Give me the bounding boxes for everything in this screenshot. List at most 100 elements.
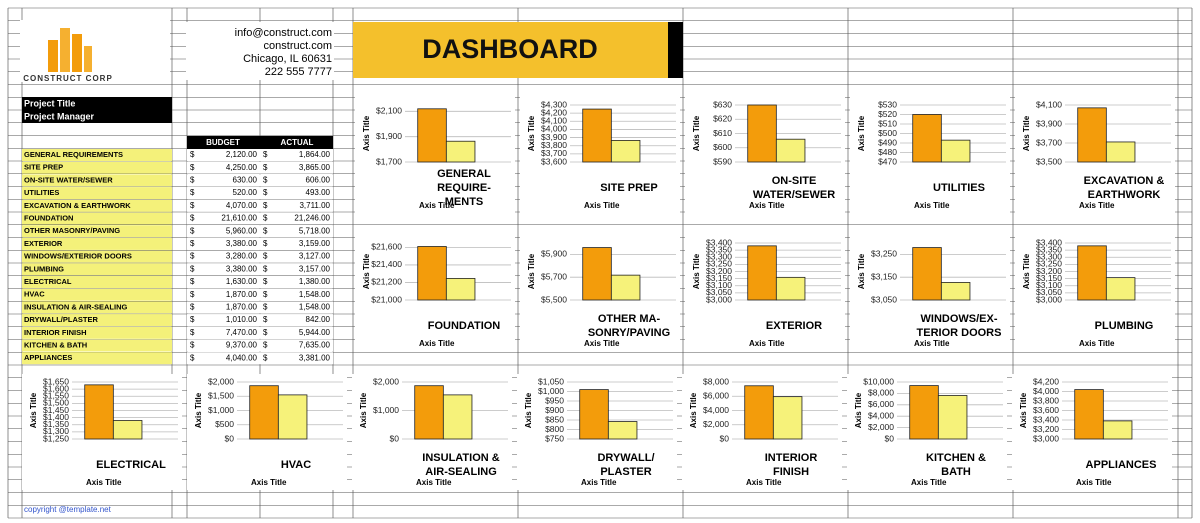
x-axis-title: Axis Title	[581, 478, 617, 487]
y-tick-label: $21,400	[371, 259, 402, 269]
y-tick-label: $3,900	[1036, 118, 1062, 128]
chart: $3,050 $3,150 $3,250 Axis Title WINDOWS/EX- T…	[850, 235, 1010, 351]
bar	[610, 140, 641, 163]
bar	[445, 278, 476, 301]
y-tick-label: $4,000	[703, 405, 729, 415]
y-tick-label: $2,000	[868, 422, 894, 432]
chart: $1,700 $1,900 $2,100 Axis Title GENERAL REQUI…	[355, 97, 515, 213]
bar	[775, 276, 806, 301]
chart-title: FOUNDATION	[428, 320, 501, 332]
y-tick-label: $0	[720, 433, 730, 443]
currency: $	[190, 163, 195, 172]
contact-bg	[186, 22, 334, 80]
bar	[912, 114, 942, 163]
chart-title: TERIOR DOORS	[917, 327, 1002, 339]
chart-title: INTERIOR	[765, 452, 818, 464]
y-tick-label: $3,300	[706, 252, 732, 262]
currency: $	[190, 303, 195, 312]
budget: 5,960.00	[226, 226, 258, 235]
x-axis-title: Axis Title	[914, 339, 950, 348]
bar	[579, 389, 609, 440]
row-label-bg	[22, 225, 172, 238]
y-tick-label: $530	[878, 99, 897, 109]
budget: 630.00	[233, 176, 258, 185]
chart-title: OTHER MA-	[598, 313, 661, 325]
budget: 7,470.00	[226, 328, 258, 337]
x-axis-title: Axis Title	[419, 201, 455, 210]
bar	[1105, 277, 1136, 301]
row-label-bg	[22, 250, 172, 263]
row-label: APPLIANCES	[24, 353, 72, 362]
actual: 842.00	[306, 315, 331, 324]
y-tick-label: $21,200	[371, 277, 402, 287]
y-tick-label: $3,150	[871, 271, 897, 281]
bar	[607, 421, 638, 440]
budget: 1,010.00	[226, 315, 258, 324]
budget: 3,380.00	[226, 264, 258, 273]
x-axis-title: Axis Title	[419, 339, 455, 348]
y-tick-label: $510	[878, 118, 897, 128]
y-tick-label: $1,600	[43, 383, 69, 393]
bar	[582, 108, 612, 163]
y-tick-label: $2,000	[208, 376, 234, 386]
y-tick-label: $3,050	[871, 294, 897, 304]
x-axis-title: Axis Title	[584, 339, 620, 348]
y-tick-label: $6,000	[868, 399, 894, 409]
project-title: Project Title	[24, 98, 75, 108]
y-tick-label: $3,400	[1033, 414, 1059, 424]
y-tick-label: $4,100	[541, 116, 567, 126]
y-axis-title: Axis Title	[362, 115, 371, 151]
bar	[909, 385, 939, 440]
y-tick-label: $1,500	[43, 398, 69, 408]
y-tick-label: $1,550	[43, 391, 69, 401]
chart: $5,500 $5,700 $5,900 Axis Title OTHER MA- SON…	[520, 235, 680, 351]
y-axis-title: Axis Title	[692, 253, 701, 289]
row-label: SITE PREP	[24, 163, 63, 172]
budget: 4,040.00	[226, 353, 258, 362]
y-tick-label: $6,000	[703, 391, 729, 401]
y-tick-label: $3,100	[1036, 280, 1062, 290]
y-tick-label: $1,350	[43, 419, 69, 429]
y-tick-label: $4,200	[1033, 376, 1059, 386]
y-tick-label: $4,200	[541, 107, 567, 117]
y-axis-title: Axis Title	[1019, 392, 1028, 428]
row-label-bg	[22, 174, 172, 187]
row-label-bg	[22, 263, 172, 276]
currency: $	[190, 290, 195, 299]
chart-title: WATER/SEWER	[753, 189, 835, 201]
y-tick-label: $1,050	[538, 376, 564, 386]
y-tick-label: $610	[713, 128, 732, 138]
chart-title: KITCHEN &	[926, 452, 986, 464]
y-tick-label: $10,000	[863, 376, 894, 386]
bar	[610, 274, 641, 301]
chart: $0 $1,000 $2,000 Axis Title INSULATION & AIR-…	[352, 374, 512, 490]
actual: 3,865.00	[299, 163, 331, 172]
y-tick-label: $5,900	[541, 249, 567, 259]
currency: $	[263, 150, 268, 159]
y-tick-label: $3,000	[1033, 433, 1059, 443]
x-axis-title: Axis Title	[1079, 201, 1115, 210]
chart: $470$480$490$500$510$520$530 Axis Title UT…	[850, 97, 1010, 213]
actual: 3,711.00	[299, 201, 330, 210]
bar	[940, 139, 971, 163]
actual: 5,718.00	[299, 226, 331, 235]
currency: $	[190, 201, 195, 210]
y-tick-label: $620	[713, 114, 732, 124]
company-name: CONSTRUCT CORP	[23, 74, 113, 83]
bar	[912, 247, 942, 301]
x-axis-title: Axis Title	[251, 478, 287, 487]
y-axis-title: Axis Title	[854, 392, 863, 428]
y-tick-label: $8,000	[868, 388, 894, 398]
row-label: HVAC	[24, 290, 45, 299]
y-tick-label: $3,350	[706, 244, 732, 254]
currency: $	[263, 214, 268, 223]
y-tick-label: $3,300	[1036, 252, 1062, 262]
actual: 3,381.00	[299, 353, 331, 362]
chart-title: SONRY/PAVING	[588, 327, 670, 339]
row-label: DRYWALL/PLASTER	[24, 315, 98, 324]
y-tick-label: $3,800	[1033, 395, 1059, 405]
bar	[937, 395, 968, 440]
currency: $	[263, 239, 268, 248]
y-tick-label: $8,000	[703, 376, 729, 386]
